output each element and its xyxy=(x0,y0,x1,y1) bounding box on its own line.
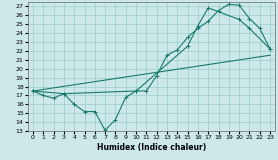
X-axis label: Humidex (Indice chaleur): Humidex (Indice chaleur) xyxy=(97,143,206,152)
